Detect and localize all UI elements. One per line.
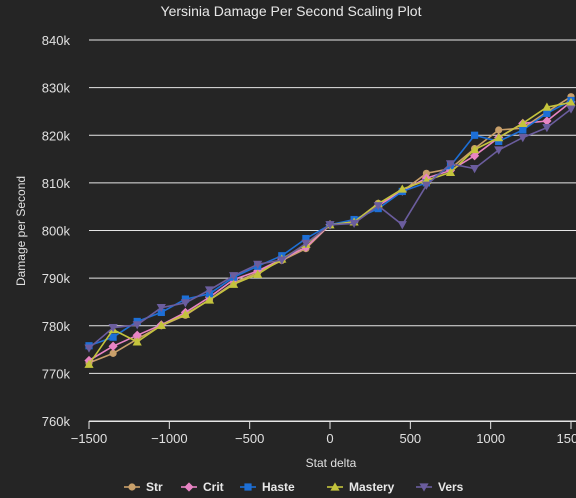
- y-tick-label: 830k: [42, 81, 71, 96]
- x-tick-label: −1000: [151, 431, 188, 446]
- data-point-vers[interactable]: [84, 344, 94, 353]
- data-point-str[interactable]: [109, 349, 117, 357]
- data-point-str[interactable]: [422, 169, 430, 177]
- data-point-vers[interactable]: [325, 221, 335, 230]
- data-point-crit[interactable]: [470, 151, 480, 161]
- legend-label-str: Str: [146, 480, 163, 494]
- data-point-crit[interactable]: [132, 330, 142, 340]
- series-layer: [84, 93, 576, 368]
- series-vers: [84, 105, 576, 353]
- data-point-haste[interactable]: [519, 126, 527, 134]
- data-point-vers[interactable]: [566, 105, 576, 114]
- data-point-mastery[interactable]: [253, 269, 263, 278]
- legend: Str Crit Haste Mastery Vers: [124, 480, 464, 494]
- data-point-vers[interactable]: [253, 260, 263, 269]
- y-axis-ticks: 760k 770k 780k 790k 800k 810k 820k 830k 840k: [42, 33, 71, 429]
- legend-item-str[interactable]: Str: [124, 480, 163, 494]
- x-tick-label: −500: [235, 431, 264, 446]
- y-tick-label: 770k: [42, 366, 71, 381]
- data-point-vers[interactable]: [397, 221, 407, 230]
- data-point-vers[interactable]: [445, 160, 456, 169]
- legend-label-crit: Crit: [203, 480, 224, 494]
- data-point-mastery[interactable]: [566, 97, 576, 106]
- data-point-vers[interactable]: [494, 146, 504, 155]
- data-point-vers[interactable]: [349, 219, 359, 228]
- grid-lines: [89, 39, 576, 422]
- data-point-crit[interactable]: [108, 341, 118, 351]
- y-tick-label: 760k: [42, 414, 71, 429]
- legend-item-mastery[interactable]: Mastery: [327, 480, 395, 494]
- data-point-mastery[interactable]: [180, 309, 190, 318]
- data-point-mastery[interactable]: [132, 337, 142, 346]
- data-point-vers[interactable]: [180, 299, 190, 308]
- data-point-vers[interactable]: [156, 304, 166, 313]
- data-point-haste[interactable]: [543, 109, 551, 117]
- legend-symbol-mastery[interactable]: [330, 482, 340, 491]
- y-tick-label: 800k: [42, 224, 71, 239]
- legend-item-vers[interactable]: Vers: [416, 480, 464, 494]
- data-point-vers[interactable]: [277, 256, 287, 265]
- legend-label-haste: Haste: [262, 480, 295, 494]
- y-tick-label: 840k: [42, 33, 71, 48]
- series-crit: [84, 97, 576, 366]
- data-point-vers[interactable]: [470, 164, 480, 174]
- legend-symbol-crit[interactable]: [184, 482, 194, 492]
- legend-symbol-str[interactable]: [128, 483, 136, 491]
- data-point-mastery[interactable]: [84, 359, 94, 368]
- legend-symbol-haste[interactable]: [244, 483, 252, 491]
- x-tick-label: 1000: [476, 431, 505, 446]
- data-point-mastery[interactable]: [494, 133, 504, 142]
- data-point-mastery[interactable]: [229, 279, 239, 288]
- data-point-vers[interactable]: [132, 321, 142, 330]
- data-point-vers[interactable]: [518, 134, 528, 143]
- data-point-crit[interactable]: [542, 116, 552, 126]
- legend-symbol-vers[interactable]: [419, 483, 429, 492]
- x-tick-label: 1500: [557, 431, 576, 446]
- data-point-mastery[interactable]: [397, 184, 407, 193]
- data-point-haste[interactable]: [157, 308, 165, 317]
- data-point-vers[interactable]: [204, 286, 215, 295]
- data-point-vers[interactable]: [542, 124, 552, 133]
- legend-label-vers: Vers: [438, 480, 464, 494]
- y-axis-title: Damage per Second: [14, 176, 28, 286]
- data-point-vers[interactable]: [301, 239, 311, 248]
- x-tick-label: −1500: [71, 431, 108, 446]
- x-tick-label: 500: [399, 431, 421, 446]
- x-axis-title: Stat delta: [306, 456, 357, 470]
- data-point-haste[interactable]: [109, 333, 117, 341]
- data-point-vers[interactable]: [421, 181, 431, 190]
- data-point-vers[interactable]: [373, 202, 383, 211]
- data-point-vers[interactable]: [108, 324, 118, 333]
- data-point-mastery[interactable]: [156, 320, 166, 329]
- data-point-haste[interactable]: [495, 137, 503, 146]
- data-point-haste[interactable]: [302, 234, 310, 243]
- data-point-mastery[interactable]: [518, 118, 528, 127]
- y-tick-label: 790k: [42, 271, 71, 286]
- data-point-str[interactable]: [495, 126, 503, 134]
- y-tick-label: 810k: [42, 176, 71, 191]
- chart-title: Yersinia Damage Per Second Scaling Plot: [161, 3, 422, 19]
- legend-label-mastery: Mastery: [349, 480, 395, 494]
- data-point-vers[interactable]: [229, 272, 239, 281]
- x-axis-ticks: −1500 −1000 −500 0 500 1000 1500: [71, 421, 576, 446]
- data-point-mastery[interactable]: [542, 102, 552, 111]
- data-point-mastery[interactable]: [445, 167, 456, 176]
- data-point-mastery[interactable]: [470, 144, 480, 154]
- data-point-mastery[interactable]: [204, 295, 215, 304]
- data-point-haste[interactable]: [181, 295, 189, 303]
- legend-item-haste[interactable]: Haste: [240, 480, 295, 494]
- y-tick-label: 820k: [42, 128, 71, 143]
- legend-item-crit[interactable]: Crit: [181, 480, 224, 494]
- x-tick-label: 0: [326, 431, 333, 446]
- data-point-haste[interactable]: [471, 131, 479, 139]
- y-tick-label: 780k: [42, 319, 71, 334]
